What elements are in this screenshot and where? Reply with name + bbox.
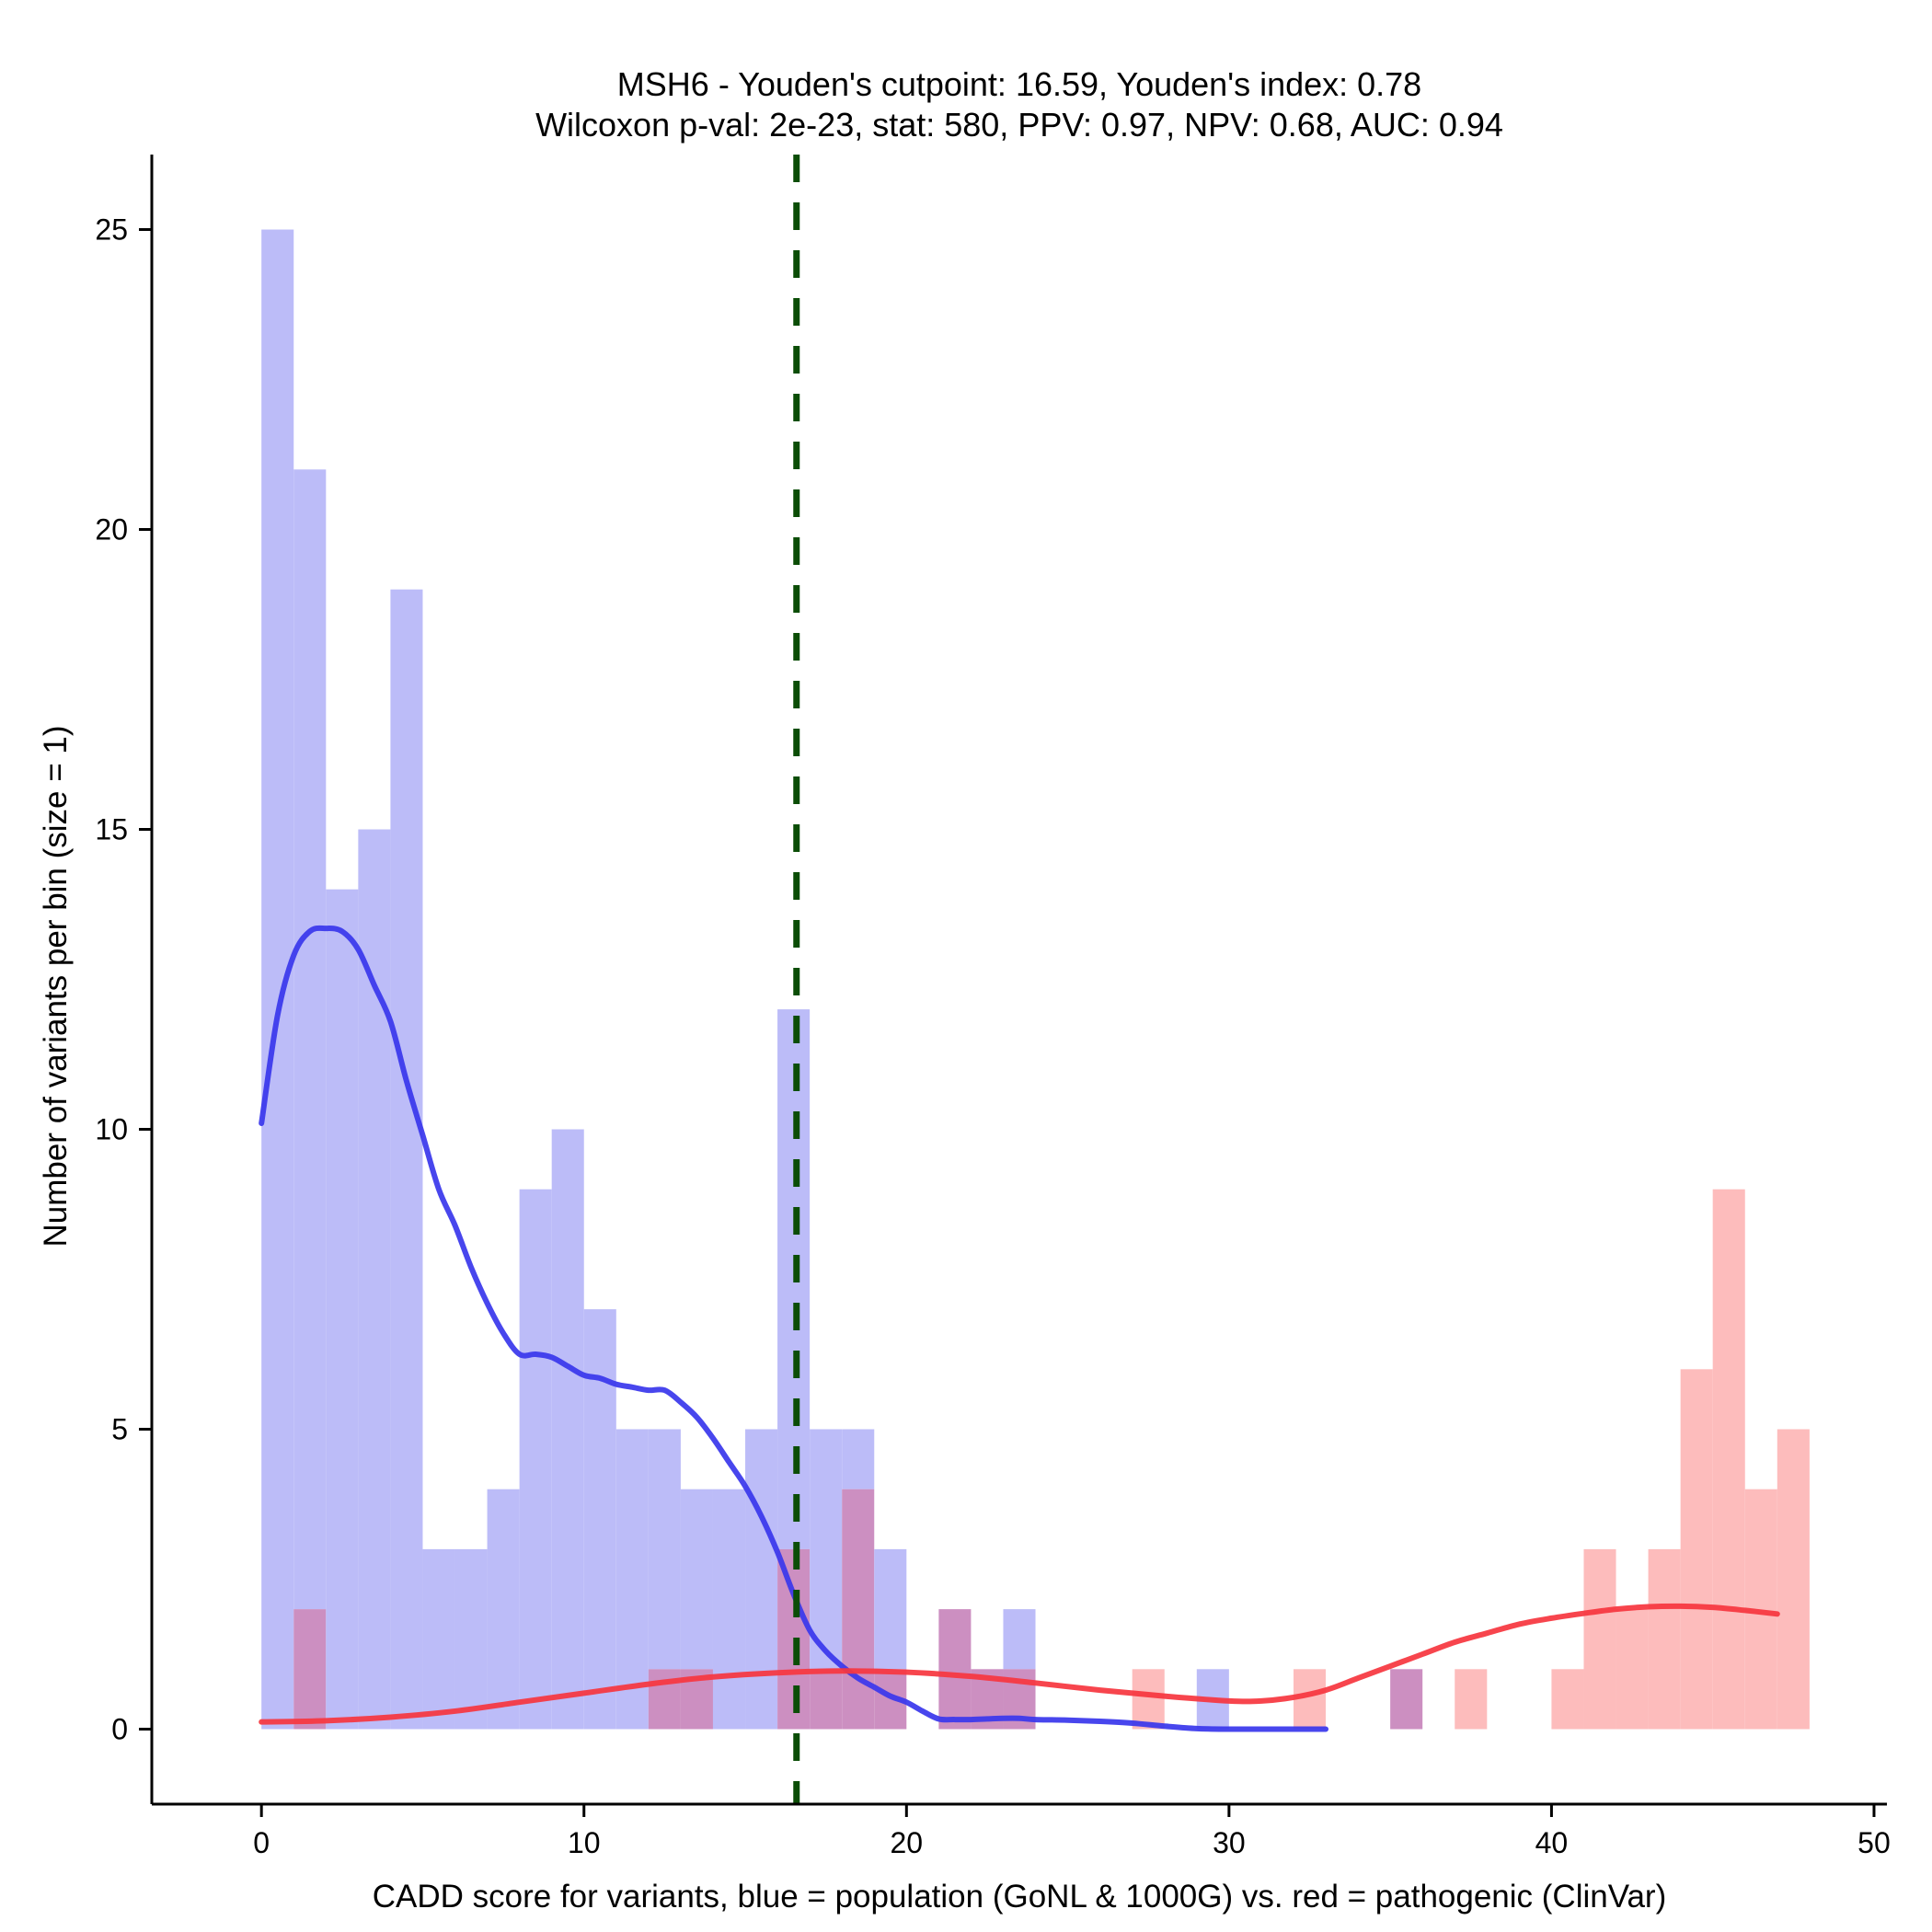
overlap-bar <box>293 1609 327 1730</box>
pathogenic-bar <box>1648 1548 1681 1730</box>
population-bar <box>1003 1609 1036 1670</box>
population-bar <box>422 1548 455 1730</box>
population-bar <box>745 1429 778 1730</box>
population-bar <box>680 1489 713 1670</box>
overlap-bar <box>810 1669 843 1730</box>
y-tick-label: 25 <box>95 213 128 247</box>
chart-title-line2: Wilcoxon p-val: 2e-23, stat: 580, PPV: 0… <box>535 106 1503 144</box>
population-bar <box>712 1489 746 1730</box>
population-bar <box>261 229 294 1730</box>
population-bar <box>519 1189 552 1730</box>
population-bar <box>551 1129 584 1730</box>
population-bar <box>326 889 359 1730</box>
x-tick-label: 0 <box>253 1826 270 1859</box>
x-axis-label: CADD score for variants, blue = populati… <box>373 1879 1667 1915</box>
population-bar <box>390 589 423 1730</box>
population-bar <box>648 1429 681 1670</box>
pathogenic-bar <box>1777 1429 1810 1730</box>
population-density-line <box>259 925 1329 1732</box>
pathogenic-bar <box>1680 1369 1713 1730</box>
pathogenic-bar <box>1712 1189 1745 1730</box>
y-tick-label: 10 <box>95 1113 128 1146</box>
axes: 0 10 20 30 40 50 0 5 10 15 20 25 <box>95 155 1891 1859</box>
x-tick-label: 50 <box>1857 1826 1891 1859</box>
population-bar <box>874 1548 907 1670</box>
pathogenic-bar <box>1551 1669 1584 1730</box>
population-bar <box>454 1548 488 1730</box>
overlap-bar <box>1390 1669 1423 1730</box>
chart-title-line1: MSH6 - Youden's cutpoint: 16.59, Youden'… <box>617 65 1421 103</box>
y-tick-label: 15 <box>95 813 128 846</box>
population-bar <box>487 1489 520 1730</box>
y-tick-label: 20 <box>95 513 128 546</box>
histogram-bars <box>261 229 1810 1730</box>
x-tick-label: 10 <box>568 1826 601 1859</box>
x-tick-label: 20 <box>891 1826 924 1859</box>
population-bar <box>842 1429 875 1489</box>
x-tick-label: 40 <box>1535 1826 1569 1859</box>
population-bar <box>293 469 327 1610</box>
population-bar <box>810 1429 843 1670</box>
x-tick-label: 30 <box>1213 1826 1246 1859</box>
y-tick-label: 5 <box>111 1413 128 1446</box>
pathogenic-bar <box>1616 1609 1649 1730</box>
population-bar <box>615 1429 649 1730</box>
y-axis-label: Number of variants per bin (size = 1) <box>38 725 74 1247</box>
overlap-bar <box>842 1489 875 1730</box>
population-bar <box>583 1309 616 1730</box>
pathogenic-bar <box>1455 1669 1488 1730</box>
density-curves <box>259 925 1780 1732</box>
pathogenic-bar <box>1583 1548 1616 1730</box>
pathogenic-bar <box>1132 1669 1165 1730</box>
pathogenic-density-line <box>259 1603 1780 1725</box>
overlap-bar <box>938 1609 972 1730</box>
y-tick-label: 0 <box>111 1713 128 1746</box>
